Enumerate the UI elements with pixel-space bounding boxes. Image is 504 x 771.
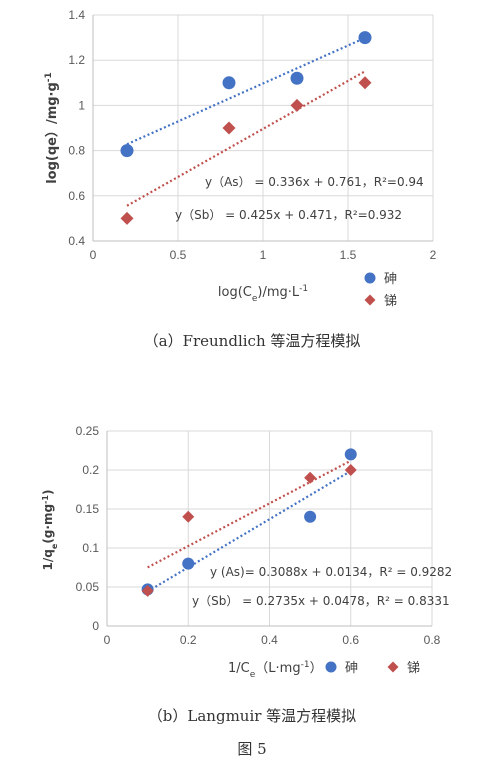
- data-point-arsenic: [344, 448, 357, 461]
- y-tick-label: 0.4: [68, 234, 85, 248]
- legend-marker-arsenic: [325, 661, 337, 673]
- data-point-antimony: [344, 464, 357, 476]
- legend-marker-antimony: [387, 661, 399, 673]
- data-point-arsenic: [120, 144, 134, 158]
- data-point-antimony: [222, 121, 236, 135]
- x-tick-label: 1: [260, 248, 267, 262]
- data-point-arsenic: [358, 31, 372, 45]
- trendline-antimony: [147, 459, 352, 569]
- x-axis-title-text: （L·mg: [255, 661, 300, 676]
- y-tick-label: 1.2: [68, 53, 85, 67]
- data-point-arsenic: [222, 76, 236, 90]
- x-tick-label: 0.8: [424, 633, 441, 647]
- data-point-arsenic: [290, 71, 304, 85]
- y-tick-label: 0.15: [76, 502, 100, 516]
- x-tick-label: 2: [430, 248, 437, 262]
- data-point-antimony: [141, 584, 154, 597]
- x-axis-title-text: )/mg·L: [257, 285, 299, 300]
- freundlich-chart: 0 0.5 1 1.5 2 0.4 0.6 0.8 1 1.2 1.4 y（As） = 0.336x …: [0, 0, 504, 320]
- data-point-antimony: [304, 471, 317, 484]
- x-tick-label: 1.5: [340, 248, 357, 262]
- y-tick-label: 0.25: [76, 424, 100, 438]
- trendline-equation: y（Sb） = 0.2735x + 0.0478，R² = 0.8331: [192, 594, 450, 608]
- y-tick-label: 0: [92, 619, 99, 633]
- y-axis-title: log(qe）/mg·g-1: [44, 72, 60, 184]
- y-axis-title-text: log(qe）/mg·g: [44, 82, 60, 184]
- data-point-arsenic: [182, 557, 195, 570]
- legend-label: 锑: [384, 294, 397, 309]
- x-tick-label: 0: [104, 633, 111, 647]
- trendline-equation: y（As） = 0.336x + 0.761，R²=0.94: [205, 175, 424, 189]
- y-axis-title-superscript: -1: [44, 72, 54, 82]
- x-axis-title-superscript: -1: [301, 660, 310, 670]
- trendline-arsenic: [126, 36, 366, 146]
- figure-label: 图 5: [237, 740, 267, 758]
- y-tick-label: 0.2: [82, 463, 99, 477]
- langmuir-chart: 0 0.2 0.4 0.6 0.8 0 0.05 0.1 0.15 0.2 0.25 y (As)= …: [0, 395, 504, 695]
- x-tick-label: 0.2: [180, 633, 197, 647]
- data-point-antimony: [182, 510, 195, 523]
- x-tick-label: 0.6: [342, 633, 359, 647]
- langmuir-caption: （b）Langmuir 等温方程模拟: [147, 707, 357, 725]
- x-axis-title-text: ）: [310, 661, 323, 676]
- legend-marker-antimony: [364, 294, 376, 306]
- legend-label: 锑: [407, 661, 420, 676]
- y-tick-label: 0.6: [68, 189, 85, 203]
- trendline-equation: y（Sb） = 0.425x + 0.471，R²=0.932: [175, 208, 402, 222]
- y-tick-label: 1: [78, 98, 85, 112]
- y-axis-title-text: (g·mg: [41, 504, 55, 544]
- data-point-arsenic: [304, 510, 317, 523]
- y-tick-label: 0.1: [82, 541, 99, 555]
- trendline-antimony: [126, 70, 366, 207]
- y-axis-title: 1/qe(g·mg-1): [41, 490, 59, 571]
- langmuir-chart-svg: 0 0.2 0.4 0.6 0.8 0 0.05 0.1 0.15 0.2 0.25 y (As)= …: [41, 424, 453, 680]
- trendline-arsenic: [147, 470, 352, 593]
- x-axis-title: 1/Ce（L·mg-1）: [228, 660, 323, 680]
- y-axis-title-subscript: e: [50, 543, 59, 549]
- y-axis-title-text: 1/q: [41, 549, 55, 570]
- data-point-antimony: [358, 76, 372, 90]
- y-axis-title-text: ): [41, 490, 55, 495]
- data-point-antimony: [290, 98, 304, 112]
- x-tick-label: 0.5: [170, 248, 187, 262]
- x-tick-label: 0.4: [261, 633, 278, 647]
- x-tick-label: 0: [90, 248, 97, 262]
- data-point-antimony: [120, 211, 134, 225]
- x-axis-title-text: 1/C: [228, 661, 250, 676]
- freundlich-chart-svg: 0 0.5 1 1.5 2 0.4 0.6 0.8 1 1.2 1.4 y（As） = 0.336x …: [44, 8, 437, 309]
- y-tick-label: 0.8: [68, 144, 85, 158]
- freundlich-caption: （a）Freundlich 等温方程模拟: [143, 332, 361, 350]
- y-axis-title-superscript: -1: [41, 495, 50, 504]
- legend-label: 砷: [345, 661, 358, 676]
- x-axis-title-text: log(C: [218, 285, 252, 300]
- y-tick-label: 0.05: [76, 580, 100, 594]
- x-axis-title-subscript: e: [252, 294, 258, 304]
- x-axis-title-superscript: -1: [299, 284, 308, 294]
- trendline-equation: y (As)= 0.3088x + 0.0134，R² = 0.9282: [210, 565, 452, 579]
- x-axis-title-subscript: e: [250, 670, 256, 680]
- legend-marker-arsenic: [364, 272, 376, 284]
- legend-label: 砷: [384, 272, 397, 287]
- x-axis-title: log(Ce)/mg·L-1: [218, 284, 308, 304]
- y-tick-label: 1.4: [68, 8, 85, 22]
